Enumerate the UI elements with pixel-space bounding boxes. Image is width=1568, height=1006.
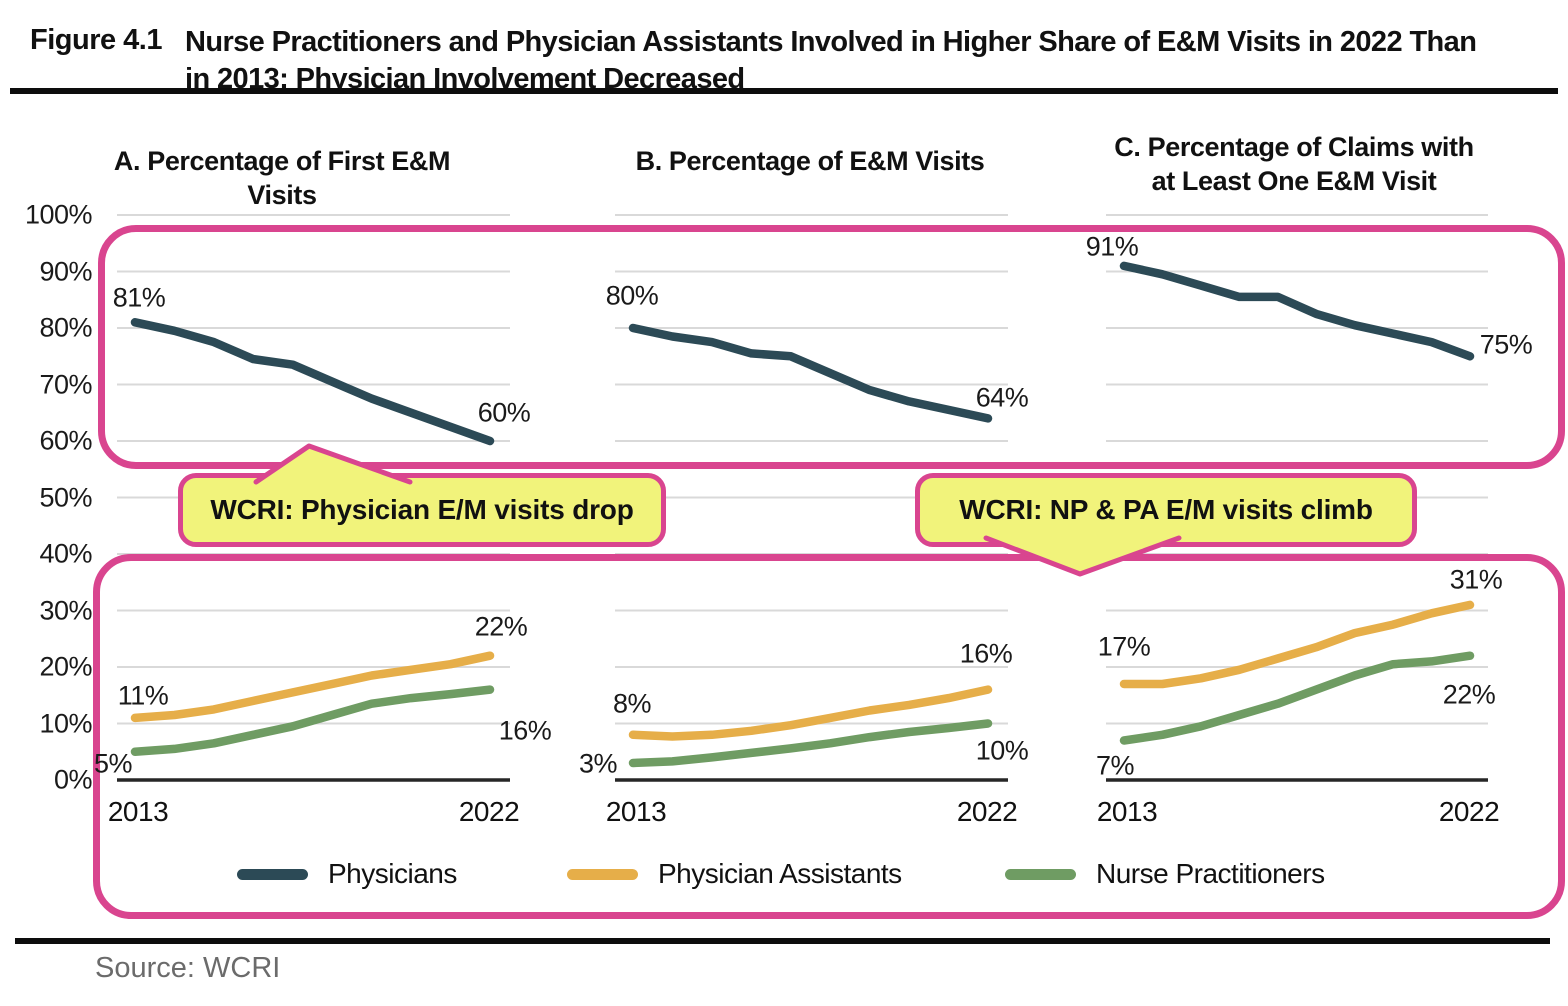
np-pa-highlight-box (93, 554, 1565, 919)
data-label-b-physician_assistants-end: 16% (959, 638, 1013, 669)
data-label-c-nurse_practitioners-start: 7% (1095, 750, 1135, 781)
legend-item-physicians: Physicians (237, 858, 457, 890)
y-tick-80: 80% (39, 312, 92, 343)
panel-c-title: C. Percentage of Claims with at Least One… (1094, 130, 1494, 198)
y-tick-40: 40% (39, 538, 92, 569)
panel-title-line: B. Percentage of E&M Visits (635, 146, 985, 176)
y-tick-100: 100% (24, 199, 93, 230)
physicians-highlight-box (98, 225, 1565, 469)
callout-pointer-up-icon (253, 443, 413, 485)
series-line-b-physician_assistants (628, 685, 993, 741)
y-tick-50: 50% (39, 482, 92, 512)
legend-swatch-nurse-practitioners (1005, 868, 1076, 880)
legend-label-nurse-practitioners: Nurse Practitioners (1096, 858, 1325, 889)
data-label-c-physician_assistants-end: 31% (1449, 564, 1503, 595)
figure-title: Nurse Practitioners and Physician Assist… (185, 24, 1535, 98)
legend-item-physician-assistants: Physician Assistants (567, 858, 902, 890)
x-tick-a-start: 2013 (107, 796, 169, 827)
callout-pointer-down-icon (983, 535, 1182, 577)
y-tick-60: 60% (39, 425, 92, 456)
series-line-a-physician_assistants (130, 651, 495, 723)
x-tick-b-end: 2022 (956, 796, 1018, 827)
y-tick-90: 90% (39, 256, 92, 286)
data-label-a-nurse_practitioners-start: 5% (93, 748, 133, 779)
panel-a-title: A. Percentage of First E&M Visits (82, 144, 482, 212)
source-text: Source: WCRI (95, 952, 281, 984)
callout-physician-drop-text: WCRI: Physician E/M visits drop (210, 494, 634, 525)
legend-item-nurse-practitioners: Nurse Practitioners (1005, 858, 1325, 890)
data-label-a-physicians-start: 81% (112, 282, 166, 313)
callout-np-pa-climb-text: WCRI: NP & PA E/M visits climb (959, 494, 1373, 525)
series-line-c-physicians (1119, 261, 1475, 361)
callout-np-pa-climb: WCRI: NP & PA E/M visits climb (915, 473, 1417, 577)
callout-physician-drop: WCRI: Physician E/M visits drop (178, 443, 666, 547)
data-label-b-physicians-start: 80% (605, 280, 659, 311)
footer-rule (15, 938, 1550, 944)
y-tick-0: 0% (53, 764, 93, 795)
data-label-a-physicians-end: 60% (477, 397, 531, 428)
legend-swatch-physician-assistants (567, 868, 638, 880)
series-line-a-physicians (130, 318, 495, 446)
panel-title-line: C. Percentage of Claims with (1114, 132, 1474, 162)
x-tick-c-end: 2022 (1438, 796, 1500, 827)
data-label-a-physician_assistants-end: 22% (474, 611, 528, 642)
x-tick-a-end: 2022 (458, 796, 520, 827)
panel-title-line: at Least One E&M Visit (1151, 166, 1437, 196)
panel-title-line: A. Percentage of First E&M Visits (113, 146, 451, 210)
x-tick-b-start: 2013 (605, 796, 667, 827)
data-label-a-physician_assistants-start: 11% (117, 680, 169, 711)
legend-label-physician-assistants: Physician Assistants (658, 858, 902, 889)
y-tick-70: 70% (39, 369, 92, 399)
legend-swatch-physicians (237, 868, 308, 880)
y-tick-10: 10% (39, 708, 92, 738)
series-line-b-physicians (628, 323, 993, 423)
y-tick-20: 20% (39, 651, 92, 682)
data-label-b-physicians-end: 64% (975, 382, 1029, 413)
data-label-c-physicians-start: 91% (1085, 231, 1139, 262)
data-label-b-physician_assistants-start: 8% (612, 688, 652, 719)
data-label-c-physician_assistants-start: 17% (1097, 631, 1151, 662)
y-tick-30: 30% (39, 595, 92, 625)
panel-b-title: B. Percentage of E&M Visits (610, 144, 1010, 178)
data-label-a-nurse_practitioners-end: 16% (498, 715, 552, 746)
x-tick-c-start: 2013 (1096, 796, 1158, 827)
data-label-c-nurse_practitioners-end: 22% (1442, 679, 1496, 710)
series-line-a-nurse_practitioners (130, 685, 495, 757)
data-label-c-physicians-end: 75% (1479, 329, 1533, 360)
series-line-c-physician_assistants (1119, 600, 1475, 689)
series-line-b-nurse_practitioners (628, 719, 993, 768)
legend-label-physicians: Physicians (328, 858, 457, 889)
header-rule (10, 88, 1558, 94)
figure-title-line-1: Nurse Practitioners and Physician Assist… (185, 26, 1477, 58)
figure-number-label: Figure 4.1 (30, 24, 163, 56)
series-line-c-nurse_practitioners (1119, 651, 1475, 745)
data-label-b-nurse_practitioners-start: 3% (578, 748, 618, 779)
data-label-b-nurse_practitioners-end: 10% (975, 735, 1029, 765)
